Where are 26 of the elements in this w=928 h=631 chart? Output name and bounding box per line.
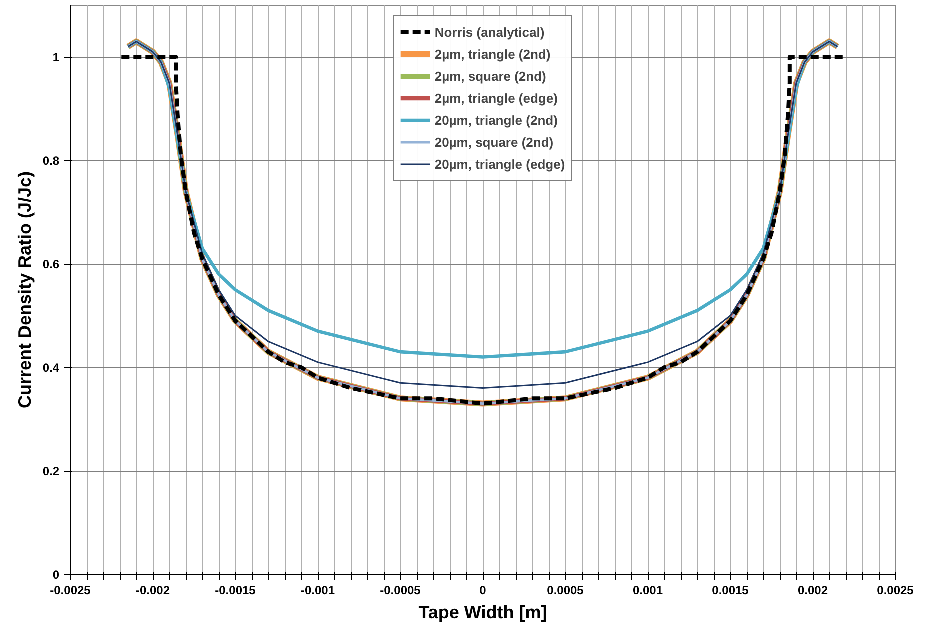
legend-label: Norris (analytical) [434, 24, 545, 40]
legend-label: 20µm, triangle (edge) [434, 156, 566, 172]
x-tick-label: 0.0005 [547, 584, 584, 598]
y-tick-label: 1 [52, 50, 60, 65]
x-tick-label: 0.002 [798, 584, 828, 598]
y-tick-label: 0.4 [42, 361, 60, 376]
x-tick-label: 0 [480, 584, 487, 598]
x-tick-label: 0.0025 [877, 584, 914, 598]
legend-label: 20µm, triangle (2nd) [434, 112, 558, 128]
x-tick-label: -0.001 [300, 584, 336, 598]
legend-label: 2µm, triangle (2nd) [434, 46, 551, 62]
x-axis-title: Tape Width [m] [418, 602, 548, 622]
y-tick-label: 0.2 [42, 464, 60, 479]
y-tick-label: 0.6 [42, 258, 60, 272]
x-tick-label: 0.001 [632, 584, 664, 598]
legend-label: 20µm, square (2nd) [434, 134, 554, 150]
y-axis-title: Current Density Ratio (J/Jc) [14, 171, 35, 409]
legend-label: 2µm, triangle (edge) [434, 90, 558, 106]
x-tick-label: 0.0015 [712, 584, 750, 598]
y-tick-label: 0.8 [42, 154, 60, 168]
y-tick-label: 0 [52, 568, 60, 582]
x-tick-label: -0.0025 [50, 584, 92, 598]
x-tick-label: -0.002 [136, 584, 170, 598]
x-tick-label: -0.0005 [380, 584, 422, 598]
x-tick-label: -0.0015 [215, 584, 256, 598]
legend-label: 2µm, square (2nd) [434, 68, 546, 84]
